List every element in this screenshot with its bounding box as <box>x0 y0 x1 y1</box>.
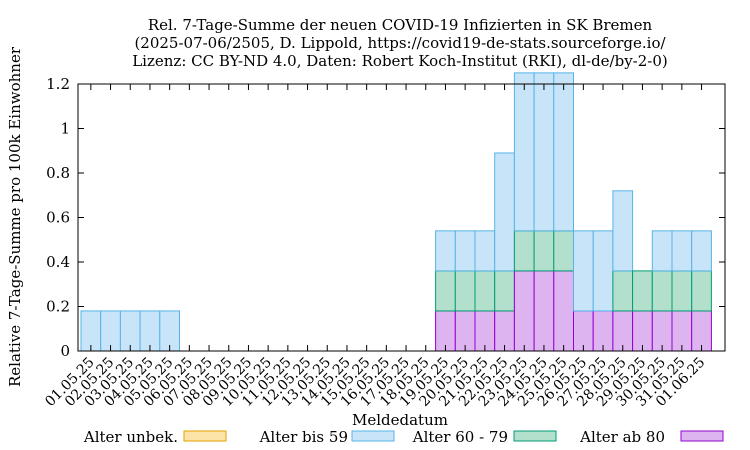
bar-segment <box>671 230 693 272</box>
bar-segment <box>474 230 496 272</box>
bar-segment <box>671 310 693 352</box>
bar-segment <box>533 72 555 232</box>
bar-segment <box>573 230 594 312</box>
bar-segment <box>573 310 594 352</box>
bar-segment <box>454 270 476 312</box>
bar-segment <box>553 270 574 352</box>
bar-segment <box>533 230 555 272</box>
legend-label: Alter unbek. <box>83 428 178 446</box>
bar-segment <box>474 270 496 312</box>
bar-segment <box>435 270 456 312</box>
bar-segment <box>494 152 515 272</box>
bar-segment <box>671 270 693 312</box>
legend-label: Alter ab 80 <box>579 428 665 446</box>
bar-segment <box>139 310 161 352</box>
bar-segment <box>435 310 456 352</box>
bar-segment <box>119 310 141 352</box>
title-line-2: (2025-07-06/2505, D. Lippold, https://co… <box>134 34 666 52</box>
bar-segment <box>533 270 555 352</box>
y-tick-label: 1 <box>60 120 70 138</box>
y-tick-label: 0.4 <box>46 253 70 271</box>
bar-segment <box>691 230 712 272</box>
legend-swatch <box>351 430 395 442</box>
bar-segment <box>494 310 515 352</box>
x-axis-label: Meldedatum <box>352 411 448 429</box>
y-axis: 0 0.2 0.4 0.6 0.8 1 1.2 <box>46 75 725 360</box>
bar-segment <box>435 230 456 272</box>
bar-segment <box>553 230 574 272</box>
bar-segment <box>494 270 515 312</box>
bar-segment <box>651 230 673 272</box>
legend: Alter unbek. Alter bis 59 Alter 60 - 79 Alt… <box>83 428 724 446</box>
y-tick-label: 0.6 <box>46 209 70 227</box>
y-tick-label: 0.2 <box>46 298 70 316</box>
bar-segment <box>612 310 634 352</box>
bar-segment <box>474 310 496 352</box>
bar-segment <box>651 270 673 312</box>
bar-segment <box>553 72 574 232</box>
bar-segment <box>513 270 535 352</box>
y-axis-label: Relative 7-Tage-Summe pro 100k Einwohner <box>6 46 24 387</box>
bar-segment <box>612 270 634 312</box>
bar-segment <box>100 310 121 352</box>
bar-segment <box>691 270 712 312</box>
bar-segment <box>592 230 614 312</box>
y-tick-label: 0 <box>60 342 70 360</box>
bar-segment <box>513 72 535 232</box>
bar-segment <box>651 310 673 352</box>
title-line-3: Lizenz: CC BY-ND 4.0, Daten: Robert Koch… <box>132 52 668 70</box>
bar-segment <box>513 230 535 272</box>
bar-segment <box>632 270 653 312</box>
bars <box>80 72 712 352</box>
bar-segment <box>691 310 712 352</box>
legend-label: Alter 60 - 79 <box>412 428 508 446</box>
bar-segment <box>612 190 634 272</box>
legend-label: Alter bis 59 <box>259 428 348 446</box>
legend-swatch <box>183 430 227 442</box>
y-tick-label: 1.2 <box>46 75 70 93</box>
legend-swatch <box>513 430 557 442</box>
bar-segment <box>454 310 476 352</box>
bar-segment <box>159 310 181 352</box>
y-tick-label: 0.8 <box>46 164 70 182</box>
bar-segment <box>592 310 614 352</box>
chart-title: Rel. 7-Tage-Summe der neuen COVID-19 Inf… <box>132 16 668 70</box>
title-line-1: Rel. 7-Tage-Summe der neuen COVID-19 Inf… <box>148 16 653 34</box>
bar-segment <box>632 310 653 352</box>
legend-swatch <box>680 430 724 442</box>
plot-frame <box>77 83 726 352</box>
bar-segment <box>454 230 476 272</box>
bar-segment <box>80 310 102 352</box>
